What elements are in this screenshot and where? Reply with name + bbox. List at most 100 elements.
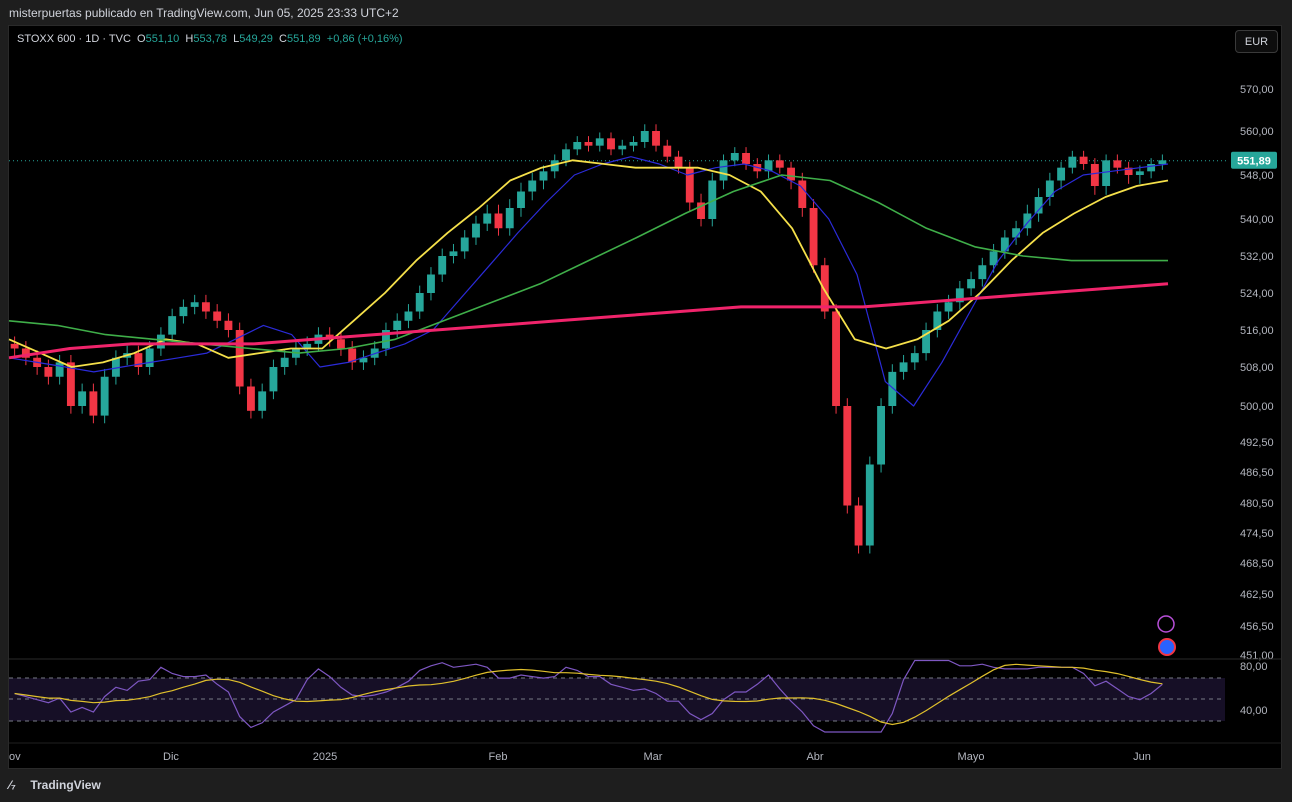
candle-body <box>1000 237 1009 252</box>
close-label: C <box>279 33 287 45</box>
candle-body <box>573 142 582 150</box>
candle-body <box>685 167 694 203</box>
candle-body <box>201 302 210 312</box>
candle-body <box>809 208 818 266</box>
candle-body <box>337 339 345 349</box>
candle-body <box>427 274 435 293</box>
candle-body <box>674 156 683 168</box>
footer-brand[interactable]: ⁄₇ TradingView <box>9 778 101 792</box>
candle-body <box>100 376 109 416</box>
price-axis-label: 548,00 <box>1240 170 1274 182</box>
candle-body <box>955 288 964 303</box>
candle-body <box>415 293 424 312</box>
low-value: 549,29 <box>239 33 273 45</box>
candle-body <box>258 391 267 411</box>
candle-body <box>854 505 863 546</box>
time-axis-label: ov <box>9 751 21 763</box>
price-axis-label: 508,00 <box>1240 362 1274 374</box>
rsi-axis-label: 80,00 <box>1240 661 1268 673</box>
open-value: 551,10 <box>145 33 180 45</box>
candle-body <box>820 265 829 312</box>
candle-body <box>246 386 255 411</box>
candle-body <box>190 302 199 307</box>
candle-body <box>1124 167 1133 175</box>
candle-body <box>1068 156 1077 168</box>
candle-body <box>1158 160 1167 164</box>
candle-body <box>1034 197 1043 214</box>
candle-body <box>697 202 705 219</box>
last-price-tag <box>1231 151 1277 169</box>
candle-body <box>798 180 807 208</box>
candle-body <box>55 362 64 377</box>
candle-body <box>910 353 919 363</box>
candle-body <box>224 320 233 330</box>
candle-body <box>269 367 278 392</box>
ma-fast-line <box>8 156 1169 407</box>
price-axis-label: 480,50 <box>1240 498 1274 510</box>
candle-body <box>517 191 525 208</box>
candle-body <box>78 391 87 406</box>
candle-body <box>44 367 53 377</box>
alert-icon <box>1157 615 1175 633</box>
candle-body <box>708 180 717 219</box>
candle-body <box>460 237 469 252</box>
candle-body <box>663 145 672 157</box>
price-axis-label: 468,50 <box>1240 558 1274 570</box>
time-axis-label: Abr <box>806 751 823 763</box>
time-axis-label: Mayo <box>958 751 985 763</box>
candle-body <box>303 343 312 349</box>
time-axis-label: Dic <box>163 751 179 763</box>
candle-body <box>235 330 244 387</box>
candle-body <box>764 160 773 172</box>
candle-body <box>944 302 953 312</box>
candle-body <box>843 406 852 506</box>
candle-body <box>877 406 886 465</box>
price-axis-label: 570,00 <box>1240 84 1274 96</box>
chart-frame[interactable] <box>8 25 1282 769</box>
symbol-name[interactable]: STOXX 600 · 1D · TVC <box>17 33 131 45</box>
candle-body <box>1135 171 1144 175</box>
price-axis-label: 516,00 <box>1240 325 1274 337</box>
rsi-line <box>14 659 1163 733</box>
symbol-legend: STOXX 600 · 1D · TVC O551,10 H553,78 L54… <box>17 33 403 45</box>
candle-body <box>899 362 908 372</box>
candle-body <box>865 464 874 546</box>
candle-body <box>1023 213 1032 229</box>
price-axis-label: 486,50 <box>1240 467 1274 479</box>
open-label: O <box>137 33 146 45</box>
candle-body <box>168 316 177 335</box>
ma-long-line <box>8 282 1169 360</box>
candle-body <box>382 330 390 349</box>
candle-body <box>280 357 289 367</box>
candle-body <box>1113 160 1122 168</box>
price-axis-label: 560,00 <box>1240 126 1274 138</box>
candle-body <box>922 330 931 354</box>
low-label: L <box>233 33 240 45</box>
candle-body <box>1102 160 1111 186</box>
candle-body <box>449 251 458 256</box>
rsi-axis-label: 40,00 <box>1240 705 1268 717</box>
candle-body <box>775 160 784 168</box>
candle-body <box>742 153 750 164</box>
candle-body <box>494 213 503 229</box>
candle-body <box>213 311 222 321</box>
candle-body <box>10 343 19 349</box>
candle-body <box>111 357 120 377</box>
candle-body <box>438 256 447 275</box>
candle-body <box>629 142 638 146</box>
rsi-ma-line <box>14 663 1163 726</box>
brand-label: TradingView <box>30 778 101 792</box>
time-axis-label: Feb <box>489 751 508 763</box>
candle-body <box>472 223 480 238</box>
candle-body <box>618 145 627 150</box>
currency-button[interactable]: EUR <box>1235 30 1278 53</box>
candle-body <box>359 357 368 363</box>
time-axis-label: Jun <box>1133 751 1151 763</box>
candle-body <box>1147 164 1156 172</box>
price-axis-label: 456,50 <box>1240 621 1274 633</box>
candle-body <box>888 371 897 406</box>
candle-body <box>483 213 492 224</box>
candle-body <box>528 180 537 192</box>
price-axis-label: 492,50 <box>1240 437 1274 449</box>
